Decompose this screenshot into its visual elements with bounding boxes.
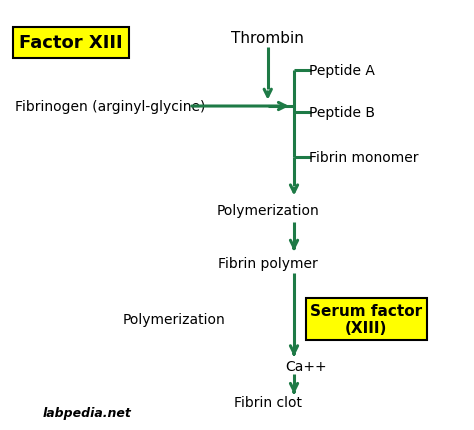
Text: Thrombin: Thrombin bbox=[231, 31, 304, 46]
Text: Polymerization: Polymerization bbox=[217, 204, 319, 218]
Text: Fibrinogen (arginyl-glycine): Fibrinogen (arginyl-glycine) bbox=[15, 100, 205, 114]
Text: Peptide B: Peptide B bbox=[310, 106, 375, 120]
Text: Factor XIII: Factor XIII bbox=[19, 34, 123, 52]
Text: Fibrin monomer: Fibrin monomer bbox=[310, 150, 419, 165]
Text: Fibrin clot: Fibrin clot bbox=[234, 395, 302, 409]
Text: Peptide A: Peptide A bbox=[310, 64, 375, 78]
Text: Ca++: Ca++ bbox=[285, 359, 327, 373]
Text: Fibrin polymer: Fibrin polymer bbox=[218, 257, 318, 271]
Text: Polymerization: Polymerization bbox=[122, 312, 225, 326]
Text: labpedia.net: labpedia.net bbox=[43, 406, 131, 419]
Text: Serum factor
(XIII): Serum factor (XIII) bbox=[310, 303, 422, 335]
